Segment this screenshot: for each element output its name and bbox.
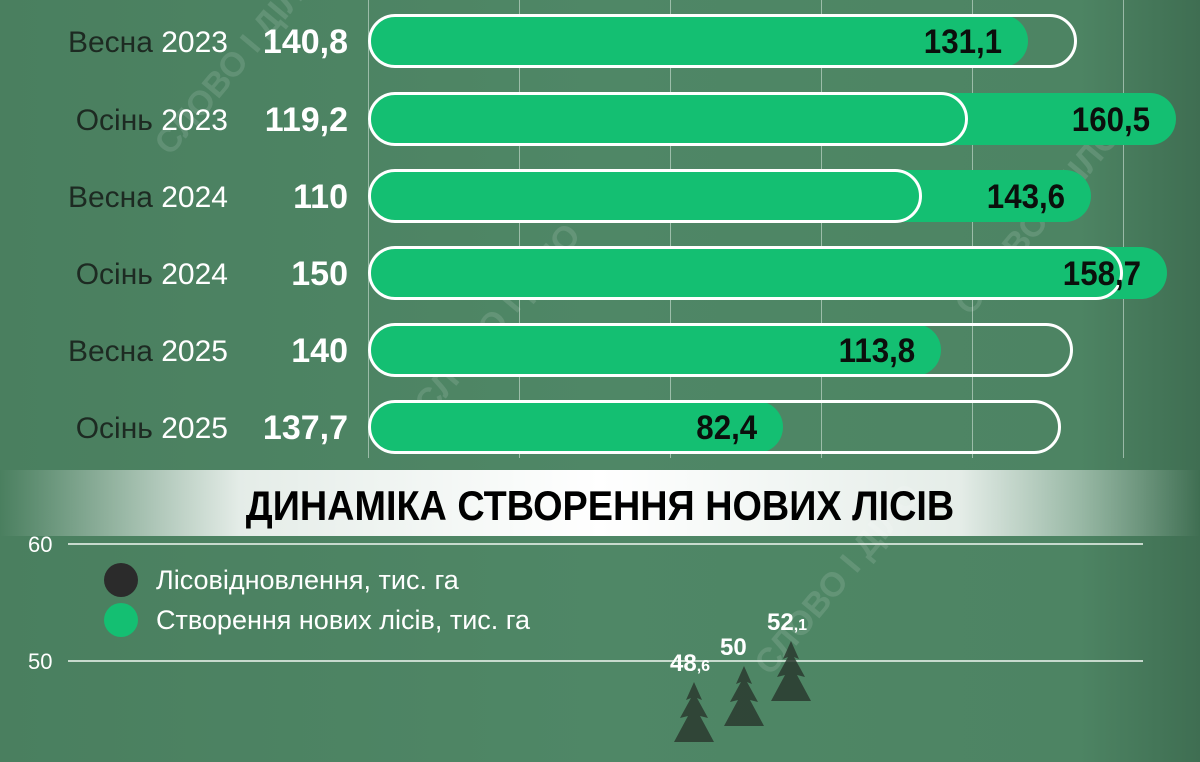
plan-value-label: 119,2 [264, 101, 348, 139]
season-label: Осінь [75, 104, 153, 137]
point-value-label: 50 [720, 634, 747, 661]
gridline-60 [68, 543, 1143, 545]
actual-bar [368, 247, 1168, 299]
season-label: Осінь [75, 258, 153, 291]
point-value-label: 52,1 [767, 609, 808, 637]
year-label: 2024 [161, 181, 228, 214]
plan-bar-outline [368, 169, 922, 223]
actual-value-label: 82,4 [695, 409, 757, 447]
gridline-vertical [519, 0, 521, 458]
actual-value-label: 160,5 [1071, 101, 1151, 139]
plan-bar-outline [368, 246, 1124, 300]
legend-dot-green-icon [104, 603, 138, 637]
gridline-50 [68, 660, 1143, 662]
actual-value-label: 131,1 [923, 23, 1003, 61]
actual-bar [368, 93, 1177, 145]
bar-row: Осінь 2024 150 158,7 [0, 246, 1200, 300]
legend-dot-dark-icon [104, 563, 138, 597]
category-label: Весна 2024 [68, 181, 228, 215]
bar-row: Весна 2025 140 113,8 [0, 323, 1200, 377]
actual-bar [368, 15, 1029, 67]
bar-row: Весна 2023 140,8 131,1 [0, 14, 1200, 68]
legend-new-forests: Створення нових лісів, тис. га [104, 603, 530, 637]
actual-value-label: 143,6 [986, 178, 1066, 216]
season-label: Осінь [75, 412, 153, 445]
chart-title: ДИНАМІКА СТВОРЕННЯ НОВИХ ЛІСІВ [245, 482, 955, 529]
year-label: 2024 [161, 258, 228, 291]
legend-label: Лісовідновлення, тис. га [156, 564, 459, 595]
category-label: Осінь 2023 [76, 104, 228, 138]
plan-bar-outline [368, 14, 1077, 68]
bar-row: Осінь 2025 137,7 82,4 [0, 400, 1200, 454]
year-label: 2025 [161, 412, 228, 445]
plan-value-label: 137,7 [262, 409, 348, 447]
category-label: Осінь 2025 [76, 412, 228, 446]
section-banner: ДИНАМІКА СТВОРЕННЯ НОВИХ ЛІСІВ [0, 470, 1200, 536]
gridline-vertical [972, 0, 974, 458]
plan-bar-outline [368, 92, 969, 146]
plan-bar-outline [368, 323, 1073, 377]
actual-value-label: 113,8 [838, 332, 915, 370]
legend-reforestation: Лісовідновлення, тис. га [104, 563, 459, 597]
season-label: Весна [67, 335, 153, 368]
bar-row: Осінь 2023 119,2 160,5 [0, 92, 1200, 146]
actual-bar [368, 170, 1092, 222]
y-tick-50: 50 [28, 649, 53, 674]
plan-bar-outline [368, 400, 1062, 454]
tree-icon [771, 641, 811, 702]
plan-value-label: 150 [291, 255, 348, 293]
gridline-vertical [821, 0, 823, 458]
legend-label: Створення нових лісів, тис. га [156, 604, 531, 635]
actual-bar [368, 324, 941, 376]
season-label: Весна [67, 26, 153, 59]
point-value-label: 48,6 [670, 650, 711, 678]
gridline-vertical [1123, 0, 1125, 458]
season-label: Весна [67, 181, 153, 214]
gridline-vertical [368, 0, 369, 458]
plan-value-label: 140,8 [262, 23, 348, 61]
year-label: 2025 [161, 335, 228, 368]
actual-value-label: 158,7 [1062, 255, 1142, 293]
year-label: 2023 [161, 104, 228, 137]
gridline-vertical [670, 0, 672, 458]
actual-bar [368, 401, 783, 453]
year-label: 2023 [161, 26, 228, 59]
category-label: Весна 2023 [68, 26, 228, 60]
bar-row: Весна 2024 110 143,6 [0, 169, 1200, 223]
y-tick-60: 60 [28, 532, 53, 557]
category-label: Осінь 2024 [76, 258, 228, 292]
plan-value-label: 140 [291, 332, 348, 370]
category-label: Весна 2025 [68, 335, 228, 369]
plan-value-label: 110 [293, 178, 348, 216]
